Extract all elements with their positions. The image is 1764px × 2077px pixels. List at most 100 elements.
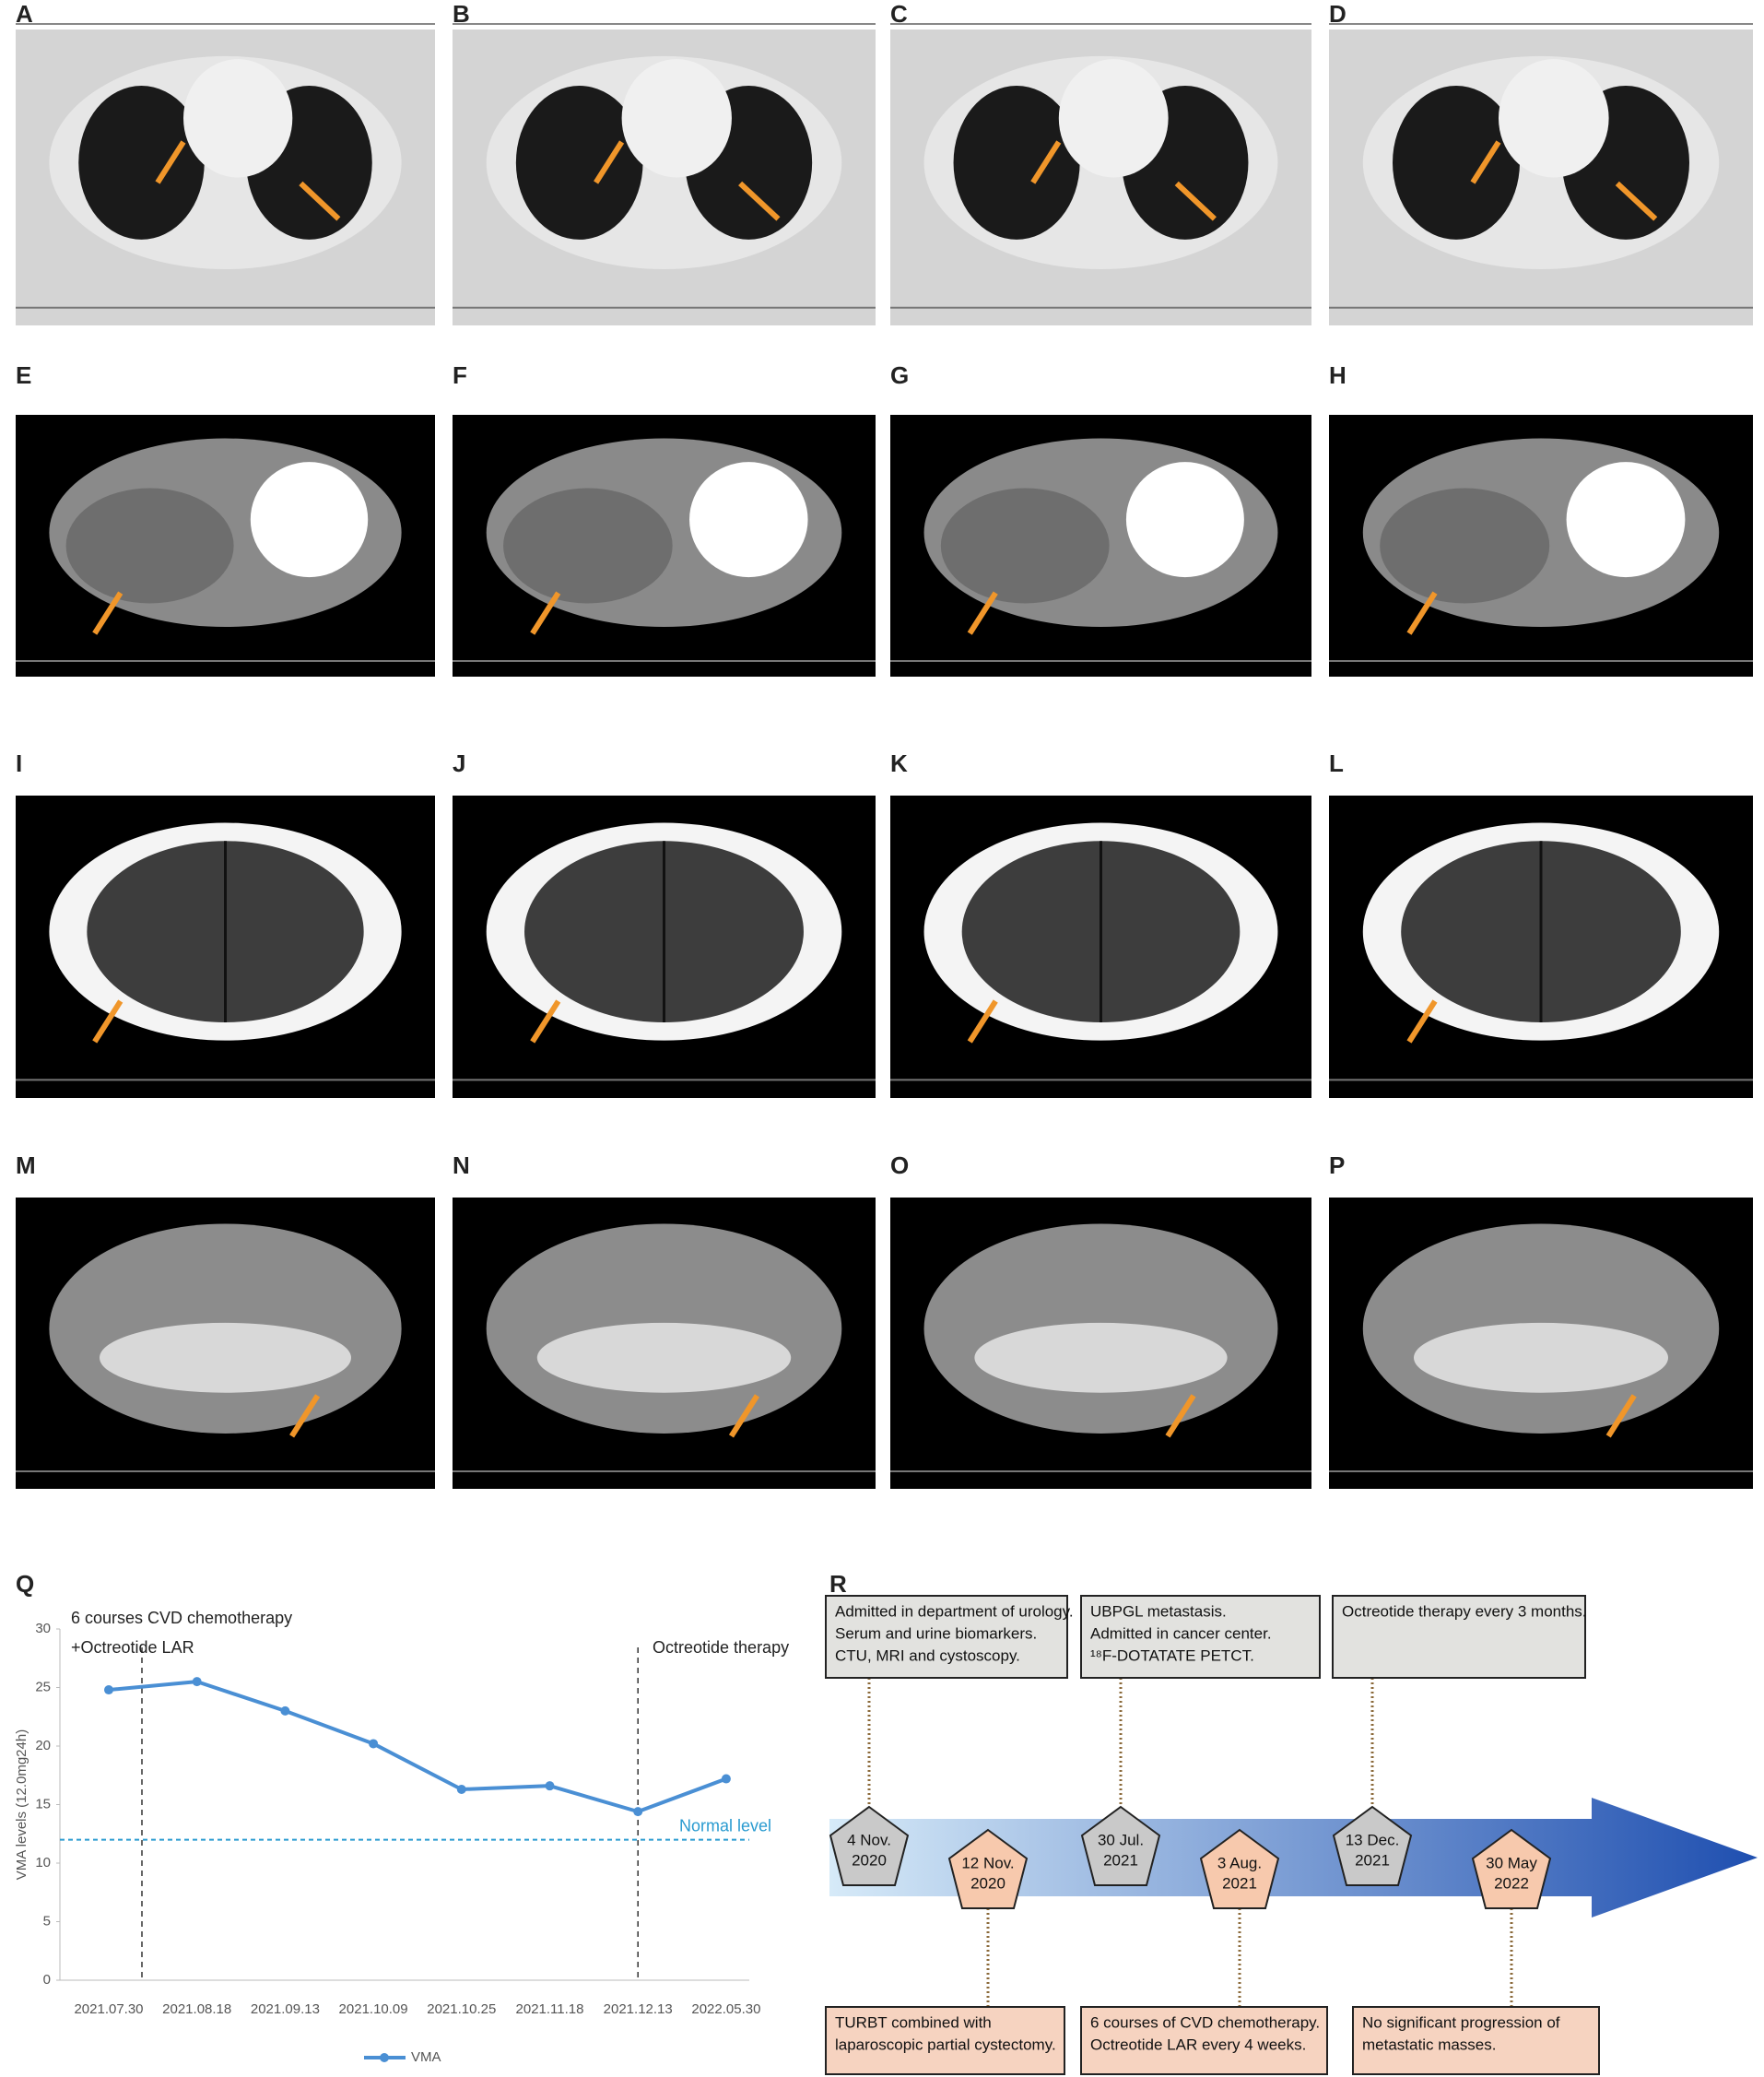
panel-label: I — [16, 749, 22, 777]
ct-pelvis — [536, 1322, 792, 1393]
x-tick-label: 2021.12.13 — [604, 2001, 673, 2017]
legend-label: VMA — [411, 2049, 441, 2065]
event-text: TURBT combined with — [835, 2013, 992, 2031]
ct-lung — [1393, 85, 1520, 240]
arrow — [1030, 140, 1062, 184]
reference-label: Normal level — [679, 1816, 771, 1835]
y-tick-label: 25 — [35, 1679, 51, 1694]
y-tick-label: 20 — [35, 1738, 51, 1753]
ct-liver — [503, 488, 673, 604]
event-text: laparoscopic partial cystectomy. — [835, 2036, 1056, 2053]
event-text: Admitted in cancer center. — [1090, 1624, 1272, 1642]
ct-pelvis — [1414, 1322, 1668, 1393]
panel-label: B — [453, 0, 470, 28]
arrow — [530, 999, 561, 1044]
data-point — [545, 1781, 555, 1791]
ct-liver — [940, 488, 1110, 604]
data-point — [456, 1784, 466, 1794]
panel-label: F — [453, 361, 467, 389]
data-point — [104, 1685, 113, 1695]
arrow — [1615, 181, 1658, 221]
event-text: ¹⁸F-DOTATATE PETCT. — [1090, 1646, 1254, 1664]
event-text: Octreotide therapy every 3 months. — [1342, 1602, 1587, 1620]
event-box — [825, 2006, 1065, 2075]
arrow — [530, 591, 561, 635]
arrow — [738, 181, 781, 221]
x-tick-label: 2021.10.09 — [339, 2001, 408, 2017]
date-marker — [829, 1805, 910, 1886]
arrow — [1406, 999, 1438, 1044]
y-tick-label: 15 — [35, 1796, 51, 1811]
event-box — [825, 1595, 1068, 1679]
panel-label: N — [453, 1151, 470, 1179]
event-text: No significant progression of — [1362, 2013, 1560, 2031]
data-point — [633, 1807, 643, 1817]
arrow — [1470, 140, 1501, 184]
ct-heart — [621, 59, 732, 178]
ct-pelvis — [974, 1322, 1228, 1393]
panel-label: D — [1329, 0, 1347, 28]
legend-marker — [380, 2053, 389, 2062]
panel-label: Q — [16, 1570, 34, 1598]
event-text: CTU, MRI and cystoscopy. — [835, 1646, 1020, 1664]
panel-label: A — [16, 0, 33, 28]
data-point — [280, 1705, 290, 1716]
series-line — [108, 1680, 727, 1814]
ct-heart — [1058, 59, 1169, 178]
x-tick-label: 2021.08.18 — [162, 2001, 231, 2017]
date-marker — [947, 1828, 1029, 1909]
date-label: 12 Nov. — [961, 1854, 1014, 1871]
arrow — [967, 591, 998, 635]
event-text: metastatic masses. — [1362, 2036, 1497, 2053]
event-text: Admitted in department of urology. — [835, 1602, 1074, 1620]
date-label: 2020 — [852, 1851, 887, 1869]
event-text: UBPGL metastasis. — [1090, 1602, 1227, 1620]
date-label: 30 Jul. — [1098, 1831, 1144, 1848]
event-box — [1080, 1595, 1321, 1679]
y-axis-label: VMA levels (12.0mg24h) — [14, 1729, 29, 1880]
annotation: +Octreotide LAR — [71, 1638, 194, 1657]
x-tick-label: 2021.10.25 — [427, 2001, 496, 2017]
x-tick-label: 2021.11.18 — [516, 2001, 584, 2017]
y-tick-label: 5 — [43, 1913, 51, 1929]
panel-label: M — [16, 1151, 36, 1179]
event-box — [1332, 1595, 1586, 1679]
arrow — [92, 999, 123, 1044]
x-tick-label: 2021.07.30 — [74, 2001, 143, 2017]
ct-stomach — [689, 462, 808, 578]
event-box — [1080, 2006, 1328, 2075]
event-text: Serum and urine biomarkers. — [835, 1624, 1037, 1642]
arrow — [967, 999, 998, 1044]
ct-stomach — [1566, 462, 1686, 578]
ct-liver — [1380, 488, 1550, 604]
y-tick-label: 30 — [35, 1621, 51, 1636]
ct-stomach — [1125, 462, 1244, 578]
date-label: 3 Aug. — [1217, 1854, 1262, 1871]
panel-label: O — [890, 1151, 909, 1179]
y-tick-label: 10 — [35, 1855, 51, 1870]
panel-label: R — [829, 1570, 847, 1598]
arrow — [1165, 1394, 1196, 1438]
ct-heart — [183, 59, 293, 178]
date-label: 13 Dec. — [1346, 1831, 1400, 1848]
panel-label: E — [16, 361, 31, 389]
event-text: Octreotide LAR every 4 weeks. — [1090, 2036, 1306, 2053]
date-marker — [1199, 1828, 1280, 1909]
data-point — [721, 1774, 731, 1784]
data-point — [369, 1739, 379, 1749]
arrow — [594, 140, 625, 184]
arrow — [92, 591, 123, 635]
panel-label: C — [890, 0, 908, 28]
arrow — [1174, 181, 1217, 221]
date-label: 2022 — [1494, 1874, 1529, 1892]
y-tick-label: 0 — [43, 1972, 51, 1988]
arrow — [1605, 1394, 1637, 1438]
date-marker — [1332, 1805, 1413, 1886]
panel-label: P — [1329, 1151, 1345, 1179]
date-label: 2021 — [1355, 1851, 1390, 1869]
annotation: Octreotide therapy — [653, 1638, 789, 1657]
date-label: 30 May — [1486, 1854, 1537, 1871]
panel-label: K — [890, 749, 908, 777]
panel-label: G — [890, 361, 909, 389]
